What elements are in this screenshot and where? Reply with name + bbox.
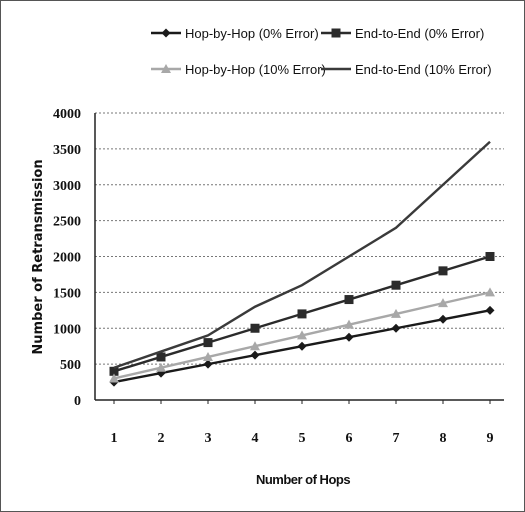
x-tick-label: 6 [346, 431, 353, 446]
series-2 [109, 252, 495, 376]
y-tick-label: 3000 [53, 179, 81, 194]
x-tick-label: 3 [205, 431, 212, 446]
y-axis-title: Number of Retransmission [31, 159, 46, 354]
data-point [203, 338, 213, 348]
series-1 [109, 305, 495, 387]
y-tick-label: 500 [60, 358, 81, 373]
series-line [113, 140, 491, 369]
data-point [344, 319, 354, 329]
data-point [485, 305, 495, 315]
data-point [297, 309, 307, 319]
data-point [391, 323, 401, 333]
data-point [391, 280, 401, 290]
legend-label: Hop-by-Hop (10% Error) [185, 62, 326, 77]
legend-label: End-to-End (10% Error) [355, 62, 492, 77]
x-tick-label: 7 [393, 431, 400, 446]
data-point [109, 366, 119, 376]
legend-marker [161, 64, 171, 73]
legend-entry: End-to-End (0% Error) [321, 26, 484, 41]
data-point [109, 373, 119, 383]
x-tick-label: 9 [487, 431, 494, 446]
y-tick-label: 4000 [53, 107, 81, 122]
x-tick-label: 2 [158, 431, 165, 446]
y-tick-label: 1000 [53, 322, 81, 337]
gridlines [95, 112, 504, 365]
data-point [297, 341, 307, 351]
legend-entry: Hop-by-Hop (10% Error) [151, 62, 326, 77]
x-tick-label: 4 [252, 431, 259, 446]
legend-marker [331, 28, 341, 38]
y-tick-label: 3500 [53, 143, 81, 158]
data-point [485, 252, 495, 261]
data-point [485, 287, 495, 297]
axes [94, 113, 504, 401]
legend-label: End-to-End (0% Error) [355, 26, 484, 41]
data-point [438, 266, 448, 276]
y-tick-label: 2000 [53, 251, 81, 266]
y-tick-label: 1500 [53, 286, 81, 301]
legend-entry: Hop-by-Hop (0% Error) [151, 26, 319, 41]
data-point [297, 330, 307, 340]
data-point [203, 359, 213, 369]
data-point [344, 332, 354, 342]
x-tick-label: 5 [299, 431, 306, 446]
legend-entry: End-to-End (10% Error) [321, 62, 492, 77]
x-tick-labels: 1 2 3 4 5 6 7 8 9 [111, 400, 494, 446]
legend-label: Hop-by-Hop (0% Error) [185, 26, 319, 41]
series-3 [109, 287, 495, 383]
data-point [156, 362, 166, 372]
data-point [156, 352, 166, 362]
data-point [250, 350, 260, 360]
data-point [391, 308, 401, 318]
data-point [438, 314, 448, 324]
data-point [344, 295, 354, 305]
data-point [438, 298, 448, 308]
x-tick-label: 8 [440, 431, 447, 446]
data-point [250, 341, 260, 351]
data-point [250, 323, 260, 333]
y-tick-label: 2500 [53, 215, 81, 230]
series-lines [109, 140, 495, 387]
legend-marker [161, 28, 171, 38]
series-4 [113, 140, 491, 369]
y-tick-label: 0 [74, 394, 81, 409]
legend: Hop-by-Hop (0% Error) End-to-End (0% Erro… [151, 26, 492, 77]
data-point [203, 351, 213, 361]
x-tick-label: 1 [111, 431, 118, 446]
y-tick-labels: 0 500 1000 1500 2000 2500 3000 3500 4000 [53, 107, 81, 409]
x-axis-title: Number of Hops [256, 472, 350, 487]
